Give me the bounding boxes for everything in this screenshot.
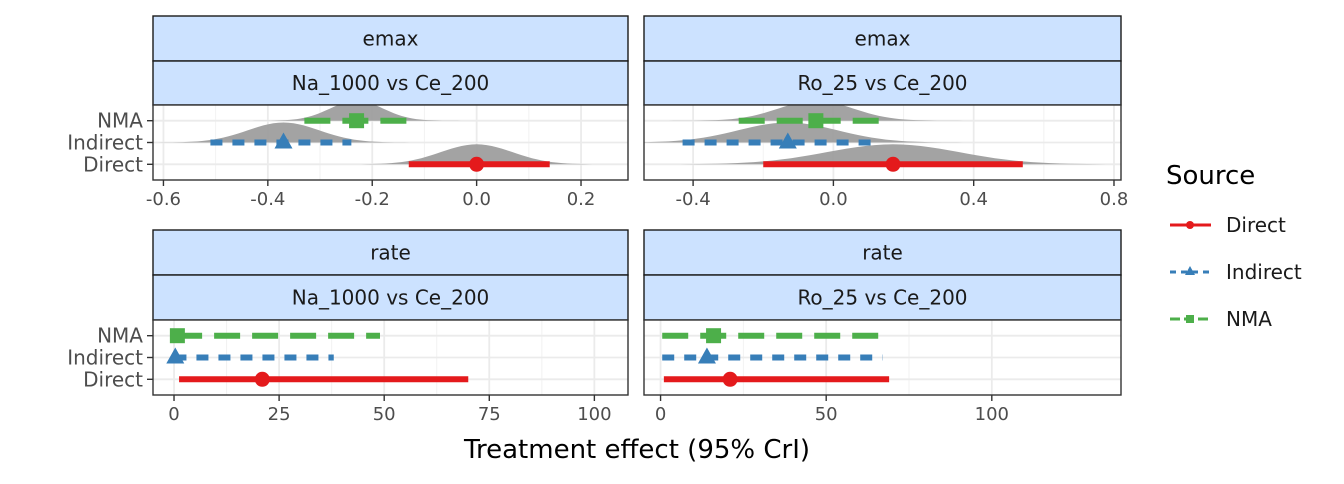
strip-label: Ro_25 vs Ce_200 [797, 71, 967, 95]
point-nma [169, 328, 185, 344]
panel-strip [643, 274, 1122, 321]
x-tick-label: 50 [373, 404, 396, 425]
panel-strip [643, 15, 1122, 62]
point-direct [469, 156, 485, 172]
x-tick-label: 25 [268, 404, 291, 425]
point-indirect [274, 132, 293, 149]
legend-label: NMA [1226, 307, 1272, 331]
strip-label: emax [855, 27, 911, 51]
panel-marks [166, 328, 469, 387]
strip-label: Na_1000 vs Ce_200 [292, 286, 490, 310]
strip-label: rate [370, 241, 411, 265]
panel-border [643, 319, 1122, 396]
legend-label: Indirect [1226, 260, 1302, 284]
legend-title: Source [1166, 161, 1255, 191]
x-tick-label: 0 [168, 404, 179, 425]
point-nma [808, 113, 824, 129]
point-indirect [697, 347, 716, 364]
legend-key-point [1186, 221, 1194, 229]
panel-border [152, 319, 629, 396]
y-tick-label: Direct [83, 367, 143, 391]
point-indirect [778, 132, 797, 149]
strip-label: emax [363, 27, 419, 51]
panel-marks [662, 328, 890, 387]
x-tick-label: 50 [815, 404, 838, 425]
density-nma [244, 105, 469, 121]
legend-label: Direct [1226, 213, 1286, 237]
density-indirect [153, 122, 435, 143]
density-nma [658, 105, 974, 121]
y-tick-label: NMA [97, 109, 143, 133]
point-nma [349, 113, 365, 129]
point-direct [722, 371, 738, 387]
panel-marks [644, 105, 1121, 172]
x-tick-label: 75 [478, 404, 501, 425]
x-tick-label: 0.4 [959, 189, 988, 210]
x-tick-label: -0.6 [146, 189, 181, 210]
strip-label: Na_1000 vs Ce_200 [292, 71, 490, 95]
x-tick-label: -0.4 [676, 189, 711, 210]
x-axis-title: Treatment effect (95% CrI) [463, 435, 810, 465]
legend-key-point [1185, 266, 1195, 275]
panel-strip [643, 229, 1122, 276]
y-tick-label: Indirect [67, 131, 143, 155]
x-tick-label: -0.4 [250, 189, 285, 210]
density-direct [644, 144, 1121, 165]
x-tick-label: 0.8 [1100, 189, 1129, 210]
panel-strip [643, 60, 1122, 106]
x-tick-label: 0.0 [462, 189, 491, 210]
density-direct [325, 144, 628, 165]
panel-marks [153, 105, 628, 172]
legend-key-point [1186, 315, 1194, 323]
x-tick-label: 100 [975, 404, 1009, 425]
panel-border [152, 104, 629, 181]
panel-strip [152, 274, 629, 321]
point-indirect [166, 347, 185, 364]
strip-label: Ro_25 vs Ce_200 [797, 286, 967, 310]
point-nma [706, 328, 722, 344]
panel-border [643, 104, 1122, 181]
x-tick-label: -0.2 [355, 189, 390, 210]
y-tick-label: NMA [97, 324, 143, 348]
x-tick-label: 0.2 [567, 189, 596, 210]
strip-label: rate [862, 241, 903, 265]
panel-strip [152, 229, 629, 276]
y-tick-label: Direct [83, 152, 143, 176]
x-tick-label: 100 [577, 404, 611, 425]
x-tick-label: 0 [655, 404, 666, 425]
point-direct [254, 371, 270, 387]
panel-strip [152, 15, 629, 62]
density-indirect [644, 122, 999, 143]
panel-strip [152, 60, 629, 106]
y-tick-label: Indirect [67, 346, 143, 370]
x-tick-label: 0.0 [819, 189, 848, 210]
point-direct [885, 156, 901, 172]
